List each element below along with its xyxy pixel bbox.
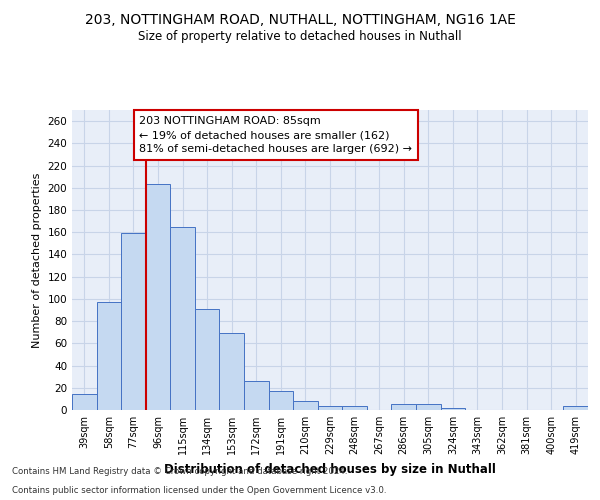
Text: 203, NOTTINGHAM ROAD, NUTHALL, NOTTINGHAM, NG16 1AE: 203, NOTTINGHAM ROAD, NUTHALL, NOTTINGHA…: [85, 12, 515, 26]
Bar: [97, 302, 121, 410]
Text: 203 NOTTINGHAM ROAD: 85sqm
← 19% of detached houses are smaller (162)
81% of sem: 203 NOTTINGHAM ROAD: 85sqm ← 19% of deta…: [139, 116, 412, 154]
Text: Size of property relative to detached houses in Nuthall: Size of property relative to detached ho…: [138, 30, 462, 43]
Bar: [318, 406, 342, 410]
Bar: [195, 309, 220, 410]
X-axis label: Distribution of detached houses by size in Nuthall: Distribution of detached houses by size …: [164, 462, 496, 475]
Bar: [293, 401, 318, 410]
Bar: [416, 404, 440, 410]
Bar: [244, 381, 269, 410]
Bar: [563, 406, 588, 410]
Bar: [269, 391, 293, 410]
Bar: [342, 406, 367, 410]
Text: Contains public sector information licensed under the Open Government Licence v3: Contains public sector information licen…: [12, 486, 386, 495]
Bar: [72, 394, 97, 410]
Y-axis label: Number of detached properties: Number of detached properties: [32, 172, 42, 348]
Bar: [170, 226, 195, 410]
Text: Contains HM Land Registry data © Crown copyright and database right 2024.: Contains HM Land Registry data © Crown c…: [12, 467, 347, 476]
Bar: [146, 184, 170, 410]
Bar: [121, 234, 146, 410]
Bar: [440, 408, 465, 410]
Bar: [220, 334, 244, 410]
Bar: [391, 404, 416, 410]
